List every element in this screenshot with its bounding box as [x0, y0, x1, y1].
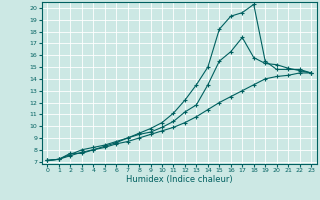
X-axis label: Humidex (Indice chaleur): Humidex (Indice chaleur)	[126, 175, 233, 184]
